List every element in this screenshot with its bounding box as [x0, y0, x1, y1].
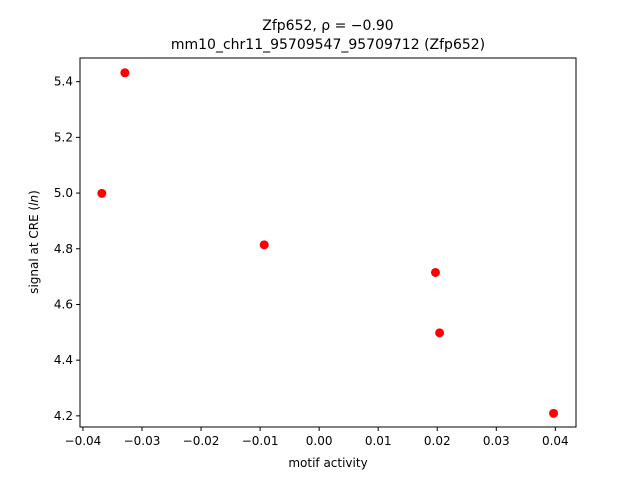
y-tick-label: 4.6 — [54, 297, 73, 311]
y-tick-label: 5.2 — [54, 130, 73, 144]
x-tick-label: −0.03 — [124, 434, 161, 448]
x-tick-label: −0.02 — [183, 434, 220, 448]
data-point — [120, 68, 130, 78]
y-tick-label: 5.0 — [54, 186, 73, 200]
y-axis-label: signal at CRE (ln) — [27, 190, 41, 294]
data-point — [259, 240, 269, 250]
y-tick-label: 4.2 — [54, 409, 73, 423]
x-axis: −0.04 −0.03 −0.02 −0.01 0.00 0.01 0.02 0.03 0.04 — [65, 427, 569, 448]
x-axis-label: motif activity — [288, 456, 367, 470]
data-point — [435, 328, 445, 338]
data-points — [97, 68, 559, 418]
x-tick-label: 0.03 — [483, 434, 510, 448]
data-point — [549, 408, 559, 418]
y-tick-label: 4.4 — [54, 353, 73, 367]
x-tick-label: 0.04 — [542, 434, 569, 448]
x-tick-label: −0.04 — [65, 434, 102, 448]
x-tick-label: 0.01 — [365, 434, 392, 448]
y-tick-label: 4.8 — [54, 242, 73, 256]
x-tick-label: −0.01 — [242, 434, 279, 448]
y-axis: 4.2 4.4 4.6 4.8 5.0 5.2 5.4 — [54, 75, 80, 423]
plot-area — [79, 57, 577, 428]
y-tick-label: 5.4 — [54, 75, 73, 89]
chart-title: Zfp652, ρ = −0.90 — [262, 18, 393, 34]
data-point — [97, 188, 107, 198]
x-tick-label: 0.02 — [424, 434, 451, 448]
chart-subtitle: mm10_chr11_95709547_95709712 (Zfp652) — [171, 37, 485, 53]
x-tick-label: 0.00 — [306, 434, 333, 448]
data-point — [430, 267, 440, 277]
